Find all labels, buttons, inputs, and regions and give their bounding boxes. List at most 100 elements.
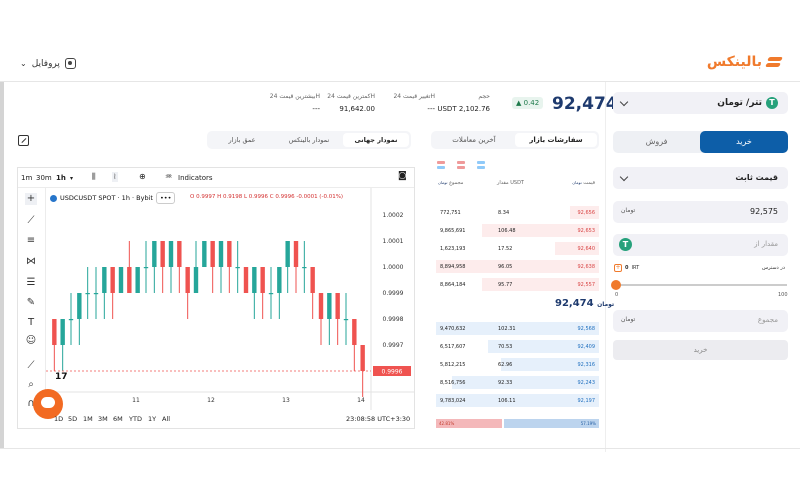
sell-tab[interactable]: فروش: [645, 137, 668, 146]
range-5d[interactable]: 5D: [68, 415, 78, 423]
tab-market-orders[interactable]: سفارشات بازار: [515, 133, 597, 147]
order-type-selector[interactable]: قیمت ثابت: [613, 167, 788, 189]
row-price: 92,653: [577, 228, 596, 234]
magnet-icon[interactable]: ∩: [27, 398, 35, 409]
view-bids-icon[interactable]: [476, 160, 486, 170]
candle-body: [193, 267, 199, 293]
candle-style-icon[interactable]: ⧘: [112, 172, 118, 182]
row-price: 92,640: [577, 246, 596, 252]
amount-slider-knob[interactable]: [611, 280, 621, 290]
interval-30m[interactable]: 30m: [36, 174, 52, 182]
depth-bar: [436, 322, 599, 335]
change-badge: ▲ 0.42: [512, 97, 544, 109]
expand-icon[interactable]: [18, 135, 29, 146]
emoji-icon[interactable]: ☺: [25, 335, 37, 346]
more-options-icon[interactable]: •••: [155, 192, 176, 204]
compare-icon[interactable]: ⊕: [139, 172, 146, 181]
camera-icon[interactable]: ◙: [398, 171, 407, 181]
ask-row[interactable]: 92,640 17.52 1,623,193: [436, 242, 599, 255]
ruler-icon[interactable]: ⟋: [27, 360, 35, 371]
trendline-icon[interactable]: ⟋: [27, 215, 35, 226]
candle-body: [102, 267, 107, 293]
row-amount: 8.34: [498, 210, 510, 216]
candle-body: [335, 293, 340, 319]
price-input[interactable]: 92,575 تومان: [613, 201, 788, 223]
interval-1h[interactable]: 1h: [56, 174, 66, 182]
row-amount: 70.53: [498, 344, 513, 350]
range-1m[interactable]: 1M: [83, 415, 93, 423]
toman-icon: تومان: [572, 180, 582, 185]
amount-slider-track[interactable]: [617, 284, 787, 286]
candle-body: [85, 293, 90, 295]
range-1y[interactable]: 1Y: [148, 415, 157, 423]
submit-buy-button[interactable]: خرید: [613, 340, 788, 360]
bid-row[interactable]: 92,243 92.33 8,516,756: [436, 376, 599, 389]
indicators-button[interactable]: Indicators: [178, 174, 213, 182]
depth-bar: [482, 278, 599, 291]
depth-bar: [436, 394, 599, 407]
ask-row[interactable]: 92,557 95.77 8,864,184: [436, 278, 599, 291]
tab-market-depth[interactable]: عمق بازار: [228, 136, 256, 144]
orderbook-tabs: سفارشات بازار آخرین معاملات: [431, 131, 599, 149]
view-asks-icon[interactable]: [456, 160, 466, 170]
bid-row[interactable]: 92,197 106.11 9,783,024: [436, 394, 599, 407]
bid-row[interactable]: 92,409 70.53 6,517,607: [436, 340, 599, 353]
pair-selector[interactable]: T تتر/ تومان: [613, 92, 788, 114]
chevron-down-icon[interactable]: ▾: [70, 175, 74, 182]
range-3m[interactable]: 3M: [98, 415, 108, 423]
candle-body: [310, 267, 315, 293]
total-input[interactable]: مجموع تومان: [613, 310, 788, 332]
candle-body: [285, 241, 290, 267]
slider-min-label: 0: [615, 292, 619, 298]
candle-body: [210, 241, 215, 267]
add-funds-icon[interactable]: +: [614, 264, 622, 272]
range-all[interactable]: All: [162, 415, 171, 423]
chart-clock: 23:08:58 UTC+3:30: [346, 415, 411, 423]
order-form-panel: [605, 82, 800, 452]
brush-icon[interactable]: ✎: [26, 297, 36, 308]
scrollbar[interactable]: [0, 82, 4, 448]
tab-recent-trades[interactable]: آخرین معاملات: [452, 136, 496, 144]
range-6m[interactable]: 6M: [113, 415, 123, 423]
available-label: در دسترس: [761, 265, 785, 271]
buy-tab[interactable]: خرید: [700, 131, 788, 153]
interval-1m[interactable]: 1m: [21, 174, 33, 182]
range-ytd[interactable]: YTD: [129, 415, 142, 423]
fib-icon[interactable]: ☰: [26, 277, 36, 288]
candle-body: [302, 267, 307, 269]
support-chat-button[interactable]: [33, 389, 63, 419]
text-icon[interactable]: T: [27, 317, 35, 328]
brand-logo[interactable]: بالینکس: [706, 54, 783, 70]
pattern-icon[interactable]: ⋈: [26, 256, 36, 267]
row-total: 9,470,632: [440, 326, 466, 332]
amount-input[interactable]: مقدار از T: [613, 234, 788, 256]
ask-row[interactable]: 92,653 106.48 9,865,691: [436, 224, 599, 237]
candle-body: [218, 241, 224, 267]
candle-body: [343, 319, 349, 321]
top-bar: [0, 44, 800, 82]
profile-menu[interactable]: ⌄ پروفایل: [20, 58, 76, 69]
indicators-icon[interactable]: ♒: [165, 172, 173, 181]
price-tick-label: 0.9999: [383, 290, 404, 297]
candle-body: [143, 267, 149, 269]
horizontal-lines-icon[interactable]: ≡: [26, 235, 36, 246]
ask-row[interactable]: 92,656 8.34 772,751: [436, 206, 599, 219]
tab-balinex-chart[interactable]: نمودار بالینکس: [288, 136, 330, 144]
logo-text: بالینکس: [706, 54, 762, 70]
candle-body: [177, 241, 182, 267]
stat-high: بیشترین قیمت 24H ---: [269, 93, 320, 113]
bar-style-icon[interactable]: ⫼: [92, 172, 96, 181]
candlestick-chart[interactable]: 1.0002 1.0001 1.0000 0.9999 0.9998 0.9997 11 12…: [46, 188, 414, 410]
crosshair-icon[interactable]: +: [25, 193, 37, 205]
bid-row[interactable]: 92,568 102.31 9,470,632: [436, 322, 599, 335]
view-both-icon[interactable]: [436, 160, 446, 170]
buy-ratio-bar: 57.19%: [504, 419, 599, 428]
range-1d[interactable]: 1D: [54, 415, 64, 423]
candle-body: [202, 241, 207, 267]
zoom-icon[interactable]: ⌕: [28, 379, 34, 390]
row-amount: 62.96: [498, 362, 513, 368]
tradingview-logo[interactable]: 17: [55, 372, 68, 382]
tab-global-chart[interactable]: نمودار جهانی: [343, 133, 409, 147]
ask-row[interactable]: 92,638 96.05 8,894,958: [436, 260, 599, 273]
bid-row[interactable]: 92,316 62.96 5,812,215: [436, 358, 599, 371]
